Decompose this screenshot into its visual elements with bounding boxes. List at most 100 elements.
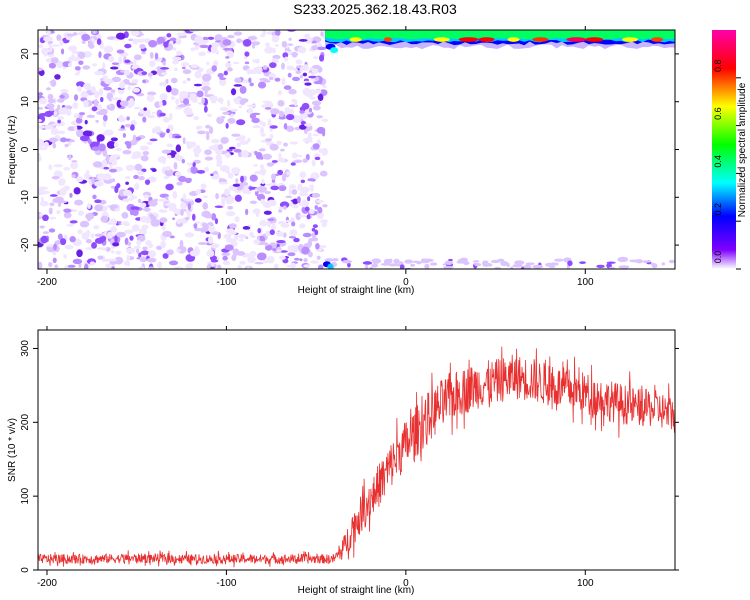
spectrogram-noise-cell [211,213,217,221]
spectrogram-noise-cell [302,158,308,163]
spectrogram-noise-cell [262,153,272,160]
spectrogram-noise-cell [67,141,72,146]
spectrogram-noise-cell [314,76,320,81]
spectrogram-noise-cell [222,47,233,51]
spectrogram-noise-cell [303,264,311,268]
spectrogram-noise-cell [68,154,72,161]
spectrogram-noise-cell [162,252,169,259]
spectrogram-noise-cell [301,246,310,255]
spectrogram-noise-cell [94,180,104,187]
spectrogram-noise-cell [102,75,109,78]
spectrogram-noise-cell [164,202,171,207]
spectrogram-noise-cell [175,144,182,153]
spectrogram-noise-cell [91,176,95,185]
spectrogram-noise-cell [311,45,318,51]
spectrogram-y-ticks: -20 -10 0 10 20 [20,48,679,252]
spectrogram-noise-cell [295,59,303,65]
spectrogram-noise-cell [145,216,151,224]
spectrogram-noise-cell [166,143,173,148]
spectrogram-noise-cell [48,216,57,220]
spectrogram-noise-cell [159,93,168,101]
spectrogram-noise-cell [277,99,285,107]
spectrogram-noise-cell [277,89,282,96]
spectrogram-hot-spot [651,37,664,42]
spectrogram-noise-cell [316,211,324,220]
spectrogram-noise-cell [114,256,124,265]
spectrogram-noise-cell [261,104,268,108]
spectrogram-noise-cell [161,149,172,154]
spectrogram-noise-cell [170,88,179,96]
spectrogram-noise-cell [82,65,91,70]
spectrogram-noise-cell [146,94,155,102]
y-tick-label: 10 [20,96,31,108]
spectrogram-noise-cell [110,250,115,254]
spectrogram-noise-cell [234,137,245,142]
spectrogram-noise-cell [214,34,223,42]
spectrogram-noise-cell [128,197,134,201]
spectrogram-noise-cell [57,116,65,121]
spectrogram-noise-cell [52,143,57,149]
spectrogram-noise-cell [266,255,275,264]
spectrogram-noise-cell [275,44,279,48]
spectrogram-noise-cell [201,97,205,104]
spectrogram-noise-cell [98,143,106,152]
spectrogram-noise-cell [218,78,227,87]
spectrogram-noise-cell [69,192,73,198]
spectrogram-edge-cell [429,262,438,266]
x-tick-label: -200 [37,277,57,288]
spectrogram-noise-cell [311,67,319,75]
spectrogram-noise-cell [259,120,263,126]
spectrogram-noise-cell [232,183,241,187]
y-tick-label: 0 [20,567,31,573]
spectrogram-noise-cell [136,38,146,43]
spectrogram-x-ticks: -200 -100 0 100 [37,26,594,288]
spectrogram-noise-cell [252,43,256,49]
spectrogram-noise-cell [158,100,163,108]
spectrogram-noise-cell [110,97,121,101]
spectrogram-noise-cell [109,66,119,70]
spectrogram-noise-cell [159,67,170,70]
spectrogram-noise-cell [73,125,78,132]
spectrogram-noise-cell [294,126,301,131]
spectrogram-noise-cell [176,248,181,253]
spectrogram-noise-cell [157,261,162,269]
spectrogram-noise-cell [116,49,125,54]
spectrogram-noise-cell [92,161,103,168]
spectrogram-edge-cell [474,263,482,267]
spectrogram-noise-cell [288,187,292,196]
spectrogram-noise-cell [143,107,147,111]
spectrogram-noise-cell [277,220,286,225]
spectrogram-noise-cell [311,100,322,106]
spectrogram-edge-cell [422,260,430,264]
spectrogram-noise-cell [288,89,297,95]
spectrogram-noise-cell [115,147,122,152]
spectrogram-noise-cell [181,66,186,70]
spectrogram-noise-cell [107,258,118,262]
spectrogram-noise-cell [272,248,277,252]
spectrogram-noise-cell [262,100,272,104]
spectrogram-noise-cell [146,257,157,263]
spectrogram-noise-cell [167,154,172,159]
spectrogram-noise-cell [109,204,119,209]
spectrogram-noise-cell [45,57,53,63]
spectrogram-noise-cell [246,68,251,75]
spectrogram-noise-cell [168,260,179,266]
spectrogram-noise-cell [185,263,192,269]
spectrogram-noise-cell [189,250,200,257]
spectrogram-noise-cell [238,238,244,242]
spectrogram-noise-cell [107,155,118,163]
spectrogram-noise-cell [38,140,45,148]
spectrogram-noise-cell [246,266,251,269]
spectrogram-noise-cell [226,50,234,59]
spectrogram-noise-cell [75,176,84,183]
spectrogram-noise-cell [210,173,214,177]
spectrogram-noise-cell [124,43,132,49]
spectrogram-noise-cell [96,38,102,46]
spectrogram-noise-cell [216,264,222,269]
spectrogram-noise-cell [129,235,134,241]
spectrogram-noise-cell [240,181,249,186]
spectrogram-noise-cell [147,242,154,249]
spectrogram-noise-cell [85,230,91,235]
spectrogram-noise-cell [100,215,109,223]
spectrogram-noise-cell [316,126,326,134]
